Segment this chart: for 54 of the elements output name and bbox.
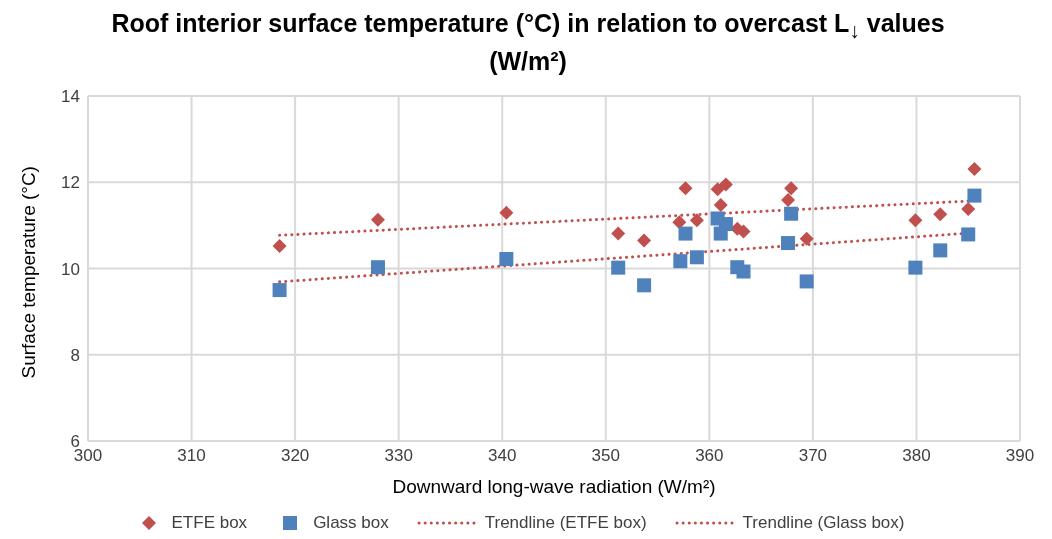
x-tick-label: 390 (1005, 446, 1035, 466)
legend-label: Glass box (313, 513, 389, 533)
point (781, 192, 796, 207)
point (611, 260, 626, 275)
point (784, 181, 799, 196)
point (967, 161, 982, 176)
point (799, 231, 814, 246)
point (967, 188, 982, 203)
point (370, 260, 385, 275)
point (908, 213, 923, 228)
point (689, 250, 704, 265)
x-tick-label: 380 (902, 446, 931, 466)
y-axis-title: Surface temperature (°C) (17, 166, 39, 379)
x-tick-label: 360 (695, 446, 724, 466)
legend-label: Trendline (ETFE box) (484, 513, 647, 533)
x-tick-label: 330 (384, 446, 413, 466)
x-axis-title: Downward long-wave radiation (W/m²) (392, 476, 716, 497)
x-tick-label: 310 (177, 446, 206, 466)
point (272, 239, 287, 254)
point (370, 212, 385, 227)
point (933, 207, 948, 222)
y-tick-label: 12 (61, 173, 80, 193)
legend-label: ETFE box (171, 513, 248, 533)
point (933, 243, 948, 258)
chart-title: Roof interior surface temperature (°C) in relation to overcast L$_{↓}$ values (W/m²) (111, 9, 945, 75)
point (908, 260, 923, 275)
point (637, 278, 652, 293)
legend-label: Trendline (Glass box) (742, 513, 905, 533)
x-tick-label: 340 (488, 446, 517, 466)
x-tick-label: 350 (591, 446, 620, 466)
point (689, 213, 704, 228)
point (961, 201, 976, 216)
point (499, 205, 514, 220)
y-tick-label: 14 (61, 87, 80, 107)
x-tick-label: 370 (798, 446, 828, 466)
point (637, 233, 652, 248)
point (961, 227, 976, 242)
x-tick-label: 320 (280, 446, 310, 466)
y-tick-label: 10 (61, 259, 80, 279)
point (713, 198, 728, 213)
point (710, 182, 725, 197)
point (781, 236, 796, 251)
point (718, 177, 733, 192)
point (611, 226, 626, 241)
point (678, 181, 693, 196)
point (736, 264, 751, 279)
point (784, 206, 799, 221)
point (272, 283, 287, 298)
point (672, 215, 687, 230)
y-tick-label: 8 (70, 345, 80, 365)
point (673, 254, 688, 269)
point (499, 252, 514, 267)
point (678, 226, 693, 241)
point (799, 274, 814, 289)
